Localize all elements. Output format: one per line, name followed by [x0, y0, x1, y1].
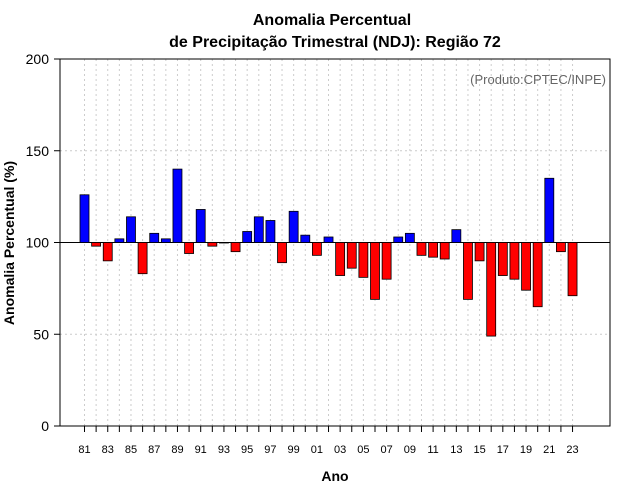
credit-text: (Produto:CPTEC/INPE)	[470, 72, 606, 87]
bar-88	[160, 238, 171, 243]
x-tick-label: 87	[148, 444, 160, 456]
bar-22	[556, 242, 566, 253]
bar-11	[428, 242, 439, 258]
bar-93	[219, 242, 229, 244]
x-tick-label: 21	[543, 444, 555, 456]
grid	[60, 59, 610, 426]
x-tick-label: 85	[125, 444, 137, 456]
x-tick-label: 05	[357, 444, 369, 456]
x-tick-label: 17	[497, 444, 509, 456]
x-tick-label: 81	[78, 444, 90, 456]
chart-title-line2: de Precipitação Trimestral (NDJ): Região…	[169, 34, 501, 51]
bar-89	[172, 168, 183, 243]
y-tick-label: 50	[33, 326, 49, 342]
bar-15	[474, 242, 485, 262]
bar-05	[358, 242, 369, 278]
bar-01	[311, 242, 322, 256]
bar-13	[451, 229, 462, 243]
x-tick-label: 13	[450, 444, 462, 456]
bar-08	[393, 236, 404, 243]
x-tick-label: 89	[171, 444, 183, 456]
x-tick-label: 01	[311, 444, 323, 456]
bar-84	[114, 238, 125, 243]
bar-98	[277, 242, 287, 264]
y-tick-label: 100	[26, 235, 50, 251]
x-axis-ticks: 81 83 85 87 89 91 93 95 97 99 01 03 05 07 09 11 13 15 17 19…	[78, 426, 579, 456]
bar-94	[230, 242, 241, 253]
x-tick-label: 15	[473, 444, 485, 456]
x-tick-label: 23	[566, 444, 578, 456]
bar-10	[416, 242, 427, 256]
x-tick-label: 09	[404, 444, 416, 456]
x-tick-label: 07	[380, 444, 392, 456]
bar-04	[346, 242, 357, 269]
bar-17	[497, 242, 508, 276]
chart-title-line1: Anomalia Percentual	[253, 12, 411, 29]
bar-90	[184, 242, 194, 254]
x-tick-label: 97	[264, 444, 276, 456]
x-tick-label: 99	[288, 444, 300, 456]
x-tick-label: 83	[102, 444, 114, 456]
bar-92	[207, 242, 218, 247]
x-tick-label: 95	[241, 444, 253, 456]
bar-21	[544, 177, 555, 243]
bar-86	[137, 242, 148, 275]
x-tick-label: 93	[218, 444, 230, 456]
bars	[79, 168, 578, 337]
bar-99	[288, 210, 299, 243]
x-tick-label: 19	[520, 444, 532, 456]
x-tick-label: 91	[195, 444, 207, 456]
x-tick-label: 03	[334, 444, 346, 456]
bar-09	[404, 232, 415, 243]
bar-97	[265, 220, 276, 243]
y-axis-label: Anomalia Percentual (%)	[1, 161, 17, 325]
x-axis-label: Ano	[321, 468, 348, 484]
bar-96	[253, 216, 264, 243]
y-tick-label: 150	[26, 143, 50, 159]
bar-20	[532, 242, 543, 308]
bar-91	[195, 209, 206, 243]
bar-07	[381, 242, 392, 280]
bar-06	[370, 242, 380, 300]
y-tick-label: 200	[26, 51, 50, 67]
y-tick-label: 0	[41, 418, 49, 434]
bar-03	[335, 242, 346, 276]
bar-00	[300, 234, 311, 243]
bar-18	[509, 242, 520, 280]
bar-82	[91, 242, 102, 247]
bar-16	[486, 242, 497, 337]
bar-14	[463, 242, 473, 300]
bar-81	[79, 194, 90, 243]
bar-12	[439, 242, 450, 260]
bar-95	[242, 231, 253, 243]
bar-23	[567, 242, 578, 297]
x-tick-label: 11	[427, 444, 438, 456]
bar-19	[521, 242, 531, 291]
bar-02	[323, 236, 334, 243]
bar-87	[149, 232, 160, 243]
bar-85	[126, 216, 136, 243]
bar-83	[102, 242, 113, 262]
y-axis-ticks: 0 50 100 150 200	[26, 51, 60, 434]
